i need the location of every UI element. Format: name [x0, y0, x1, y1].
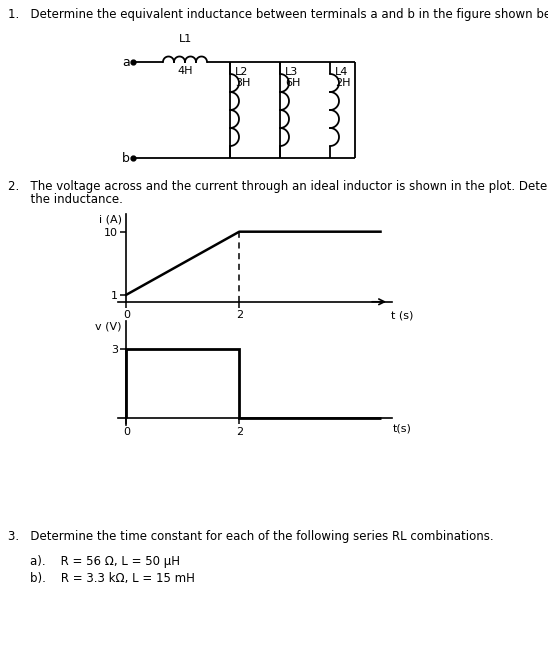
Text: v (V): v (V) — [95, 321, 122, 331]
Text: the inductance.: the inductance. — [8, 193, 123, 206]
Text: 3H: 3H — [235, 78, 250, 88]
Text: a).    R = 56 Ω, L = 50 μH: a). R = 56 Ω, L = 50 μH — [30, 555, 180, 568]
Text: L4: L4 — [335, 67, 349, 77]
Text: t (s): t (s) — [391, 310, 413, 320]
Text: i (A): i (A) — [99, 214, 122, 224]
Text: 2.   The voltage across and the current through an ideal inductor is shown in th: 2. The voltage across and the current th… — [8, 180, 548, 193]
Text: L3: L3 — [285, 67, 298, 77]
Text: 2H: 2H — [335, 78, 351, 88]
Text: 1.   Determine the equivalent inductance between terminals a and b in the figure: 1. Determine the equivalent inductance b… — [8, 8, 548, 21]
Text: 3.   Determine the time constant for each of the following series RL combination: 3. Determine the time constant for each … — [8, 530, 494, 543]
Text: b: b — [122, 151, 130, 164]
Text: t(s): t(s) — [393, 424, 412, 434]
Text: 4H: 4H — [177, 66, 193, 76]
Text: L2: L2 — [235, 67, 248, 77]
Text: b).    R = 3.3 kΩ, L = 15 mH: b). R = 3.3 kΩ, L = 15 mH — [30, 572, 195, 585]
Text: L1: L1 — [179, 34, 192, 43]
Text: a: a — [122, 56, 130, 69]
Text: 6H: 6H — [285, 78, 300, 88]
